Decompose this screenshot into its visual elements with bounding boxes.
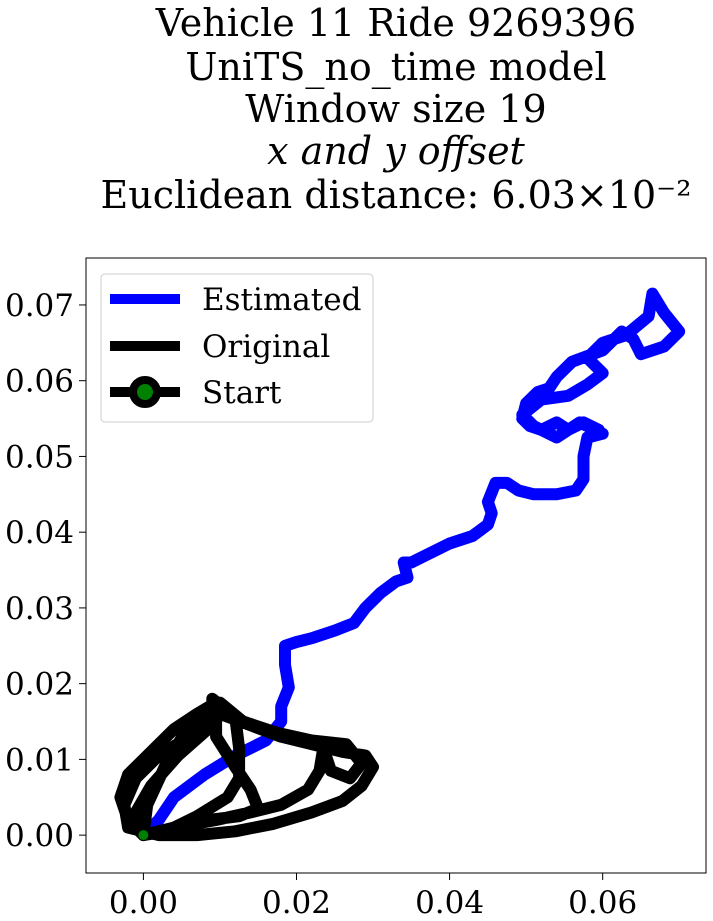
- series-line-estimated: [137, 287, 686, 842]
- title-line-5: Euclidean distance: 6.03×10⁻²: [101, 173, 692, 217]
- plot-area: [85, 257, 707, 874]
- x-tick-label: 0.02: [262, 885, 331, 921]
- x-tick-label: 0.00: [109, 885, 178, 921]
- y-tick-label: 0.00: [5, 818, 74, 854]
- series-line-original: [114, 692, 379, 842]
- chart-title: Vehicle 11 Ride 9269396 UniTS_no_time mo…: [101, 1, 692, 217]
- y-tick-label: 0.01: [5, 742, 74, 778]
- legend-box: [100, 273, 374, 423]
- y-tick-label: 0.07: [5, 288, 74, 324]
- y-axis: 0.00 0.01 0.02 0.03 0.04 0.05 0.06 0.07: [5, 288, 86, 854]
- title-line-1: Vehicle 11 Ride 9269396: [155, 1, 636, 45]
- title-line-2: UniTS_no_time model: [185, 45, 606, 90]
- x-tick-label: 0.06: [568, 885, 637, 921]
- legend-swatch-start-marker: [129, 376, 161, 408]
- x-tick-label: 0.04: [415, 885, 484, 921]
- legend: Estimated Original Start: [100, 273, 374, 423]
- legend-label-original: Original: [202, 329, 330, 365]
- legend-label-estimated: Estimated: [202, 282, 361, 318]
- y-tick-label: 0.06: [5, 364, 74, 400]
- y-tick-label: 0.02: [5, 667, 74, 703]
- x-axis: 0.00 0.02 0.04 0.06: [109, 873, 637, 921]
- axes-frame: [85, 257, 707, 874]
- title-line-4: x and y offset: [267, 129, 525, 173]
- y-tick-label: 0.05: [5, 439, 74, 475]
- start-marker: [138, 830, 149, 841]
- title-line-3: Window size 19: [245, 87, 546, 131]
- y-tick-label: 0.04: [5, 515, 74, 551]
- legend-label-start: Start: [202, 375, 282, 411]
- y-tick-label: 0.03: [5, 591, 74, 627]
